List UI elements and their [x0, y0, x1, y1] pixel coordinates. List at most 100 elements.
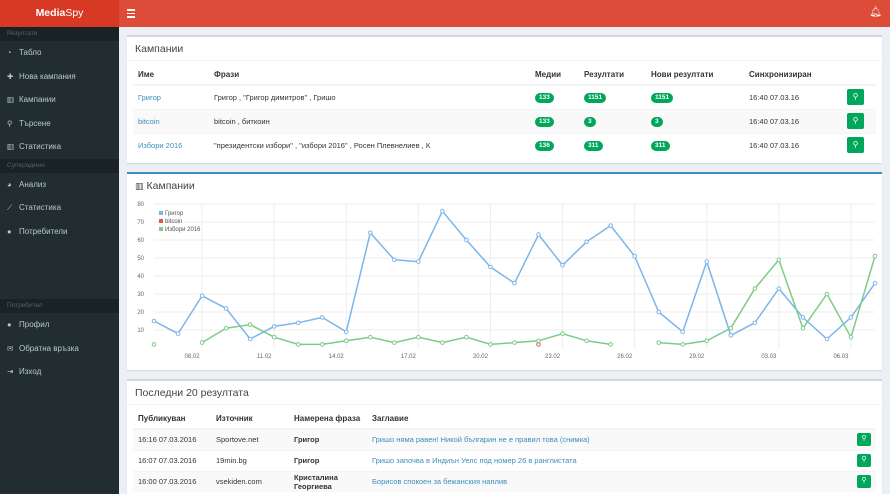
view-result-button[interactable]: ⚲ — [857, 475, 871, 489]
legend-item[interactable]: bitcoin — [159, 218, 200, 226]
col-published: Публикуван — [138, 414, 186, 423]
campaign-name-link[interactable]: Григор — [138, 92, 161, 102]
sidebar-item-label: Профил — [19, 320, 50, 329]
y-tick-label: 80 — [137, 202, 144, 208]
matched-phrase: Григор — [289, 429, 367, 450]
data-point — [319, 342, 325, 347]
y-tick-label: 50 — [137, 256, 144, 262]
data-point — [295, 342, 301, 347]
data-point — [608, 342, 613, 347]
sidebar-item-items3-0[interactable]: ● Профил — [0, 313, 119, 337]
result-title-link[interactable]: Гришо започва в Индиън Уелс под номер 26… — [372, 456, 577, 465]
view-campaign-button[interactable]: ⚲ — [847, 89, 864, 106]
data-point — [824, 291, 830, 297]
x-tick-label: 03.03 — [761, 354, 777, 360]
data-point — [199, 340, 205, 345]
data-point — [295, 320, 301, 326]
latest-results-box: Последни 20 резултата Публикуван Източни… — [127, 379, 882, 494]
legend-item[interactable]: Григор — [159, 210, 200, 218]
data-point — [704, 338, 710, 344]
sidebar-item-label: Потребители — [19, 226, 68, 236]
legend-swatch — [159, 211, 163, 215]
data-point — [368, 334, 373, 340]
data-point — [512, 340, 517, 345]
latest-results-title: Последни 20 резултата — [127, 381, 882, 405]
data-point — [800, 325, 806, 331]
x-tick-label: 23.02 — [545, 354, 561, 360]
search-icon: ⚲ — [7, 118, 13, 128]
view-result-button[interactable]: ⚲ — [857, 454, 871, 467]
data-point — [848, 334, 854, 340]
data-point — [247, 336, 253, 342]
sidebar-item-items2-1[interactable]: ⟋ Статистика — [0, 196, 119, 220]
sidebar-item-items2-0[interactable]: ◕ Анализ — [0, 173, 119, 197]
sidebar-item-items1-4[interactable]: ▥ Статистика — [0, 135, 119, 159]
data-point — [632, 253, 637, 259]
sidebar-item-items1-0[interactable]: ◔ Табло — [0, 41, 119, 65]
sidebar-item-items1-1[interactable]: ✚ Нова кампания — [0, 65, 119, 89]
col-name: Име — [138, 70, 155, 79]
sidebar-item-items3-2[interactable]: ⇥ Изход — [0, 360, 119, 384]
view-campaign-button[interactable]: ⚲ — [847, 137, 864, 154]
data-point — [368, 230, 373, 236]
data-point — [704, 259, 710, 264]
sidebar-item-items1-2[interactable]: ▥ Кампании — [0, 88, 119, 112]
app-logo[interactable]: MediaSpy — [0, 0, 119, 27]
result-title-link[interactable]: Борисов спокоен за бежанския наплив — [372, 477, 508, 487]
series-line-2 — [201, 323, 611, 346]
line-chart-icon: ⟋ — [7, 203, 13, 212]
media-count-badge: 133 — [535, 92, 554, 103]
data-point — [584, 239, 589, 245]
data-point — [488, 264, 493, 270]
legend-label: Избори 2016 — [165, 227, 201, 233]
sidebar-toggle-icon[interactable] — [127, 9, 135, 18]
data-point — [752, 320, 758, 326]
data-point — [656, 340, 662, 345]
x-tick-label: 26.02 — [617, 354, 633, 360]
chart-box-header: ▥ Кампании — [127, 174, 882, 198]
x-tick-label: 29.02 — [689, 354, 705, 360]
results-count-badge: 311 — [584, 140, 603, 151]
sidebar-item-label: Статистика — [19, 142, 62, 151]
sidebar-item-items3-1[interactable]: ✉ Обратна връзка — [0, 337, 119, 361]
data-point — [680, 329, 686, 335]
sidebar-item-label: Статистика — [19, 203, 62, 212]
notifications-bell-icon[interactable]: 🔔︎ — [869, 7, 882, 18]
col-synced: Синхронизиран — [749, 70, 812, 79]
col-title: Заглавие — [372, 414, 409, 423]
sidebar-item-label: Търсене — [19, 118, 51, 128]
data-point — [440, 208, 445, 214]
matched-phrase: Кристалина Георгиева — [289, 471, 367, 492]
data-point — [271, 324, 277, 329]
latest-results-table: Публикуван Източник Намерена фраза Загла… — [133, 409, 876, 492]
data-point — [560, 262, 565, 268]
campaign-name-link[interactable]: bitcoin — [138, 116, 160, 126]
col-actions — [842, 65, 876, 85]
data-point — [728, 325, 734, 331]
data-point — [223, 325, 229, 331]
new-results-badge: 1151 — [651, 92, 674, 103]
legend-swatch — [159, 219, 163, 223]
campaign-name-link[interactable]: Избори 2016 — [138, 140, 183, 150]
sidebar-item-items2-2[interactable]: ● Потребители — [0, 220, 119, 244]
data-point — [464, 237, 469, 243]
sidebar-item-label: Обратна връзка — [19, 343, 79, 353]
sidebar-item-label: Нова кампания — [19, 71, 76, 81]
legend-item[interactable]: Избори 2016 — [159, 226, 200, 234]
data-point — [343, 338, 349, 344]
data-point — [656, 309, 662, 315]
campaign-phrases: bitcoin , биткоин — [209, 109, 530, 133]
result-title-link[interactable]: Гришо няма равен! Никой българин не е пр… — [372, 435, 590, 445]
x-tick-label: 14.02 — [329, 354, 345, 360]
data-point — [343, 329, 349, 335]
data-point — [151, 318, 157, 324]
data-point — [800, 315, 806, 320]
campaign-phrases: Григор , "Григор димитров" , Гришо — [214, 92, 336, 102]
view-campaign-button[interactable]: ⚲ — [847, 113, 864, 129]
pie-icon: ◕ — [7, 179, 12, 189]
sidebar-item-label: Изход — [19, 367, 42, 376]
sidebar-item-items1-3[interactable]: ⚲ Търсене — [0, 112, 119, 136]
campaign-row: bitcoin bitcoin , биткоин 133 3 3 16:40 07.03… — [133, 109, 876, 133]
view-result-button[interactable]: ⚲ — [857, 433, 871, 447]
data-point — [560, 331, 565, 336]
